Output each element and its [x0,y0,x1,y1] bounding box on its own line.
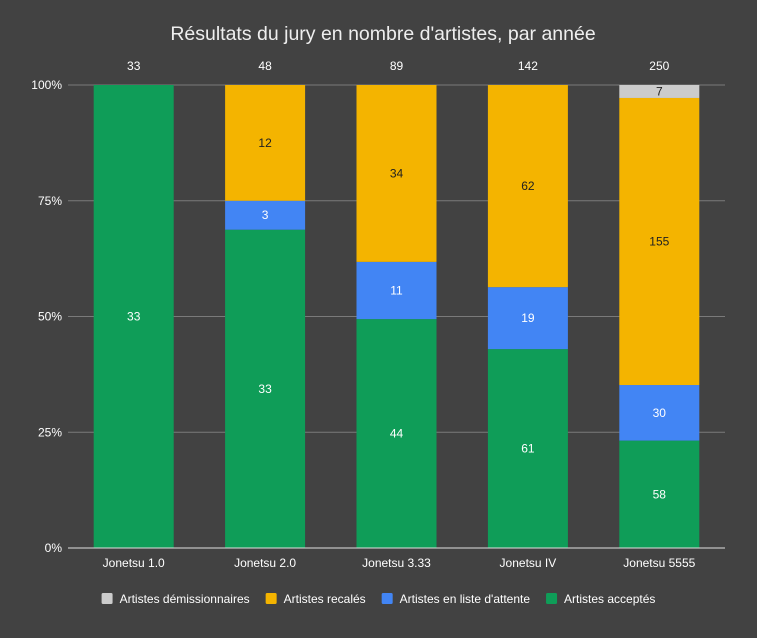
x-tick-label: Jonetsu 5555 [623,556,695,570]
y-tick-label: 100% [31,78,62,92]
data-label: 3 [262,208,269,222]
y-axis-ticks: 0% 25% 50% 75% 100% [31,78,62,555]
legend-entry: Artistes en liste d'attente [400,592,531,606]
data-label: 33 [127,310,141,324]
data-label: 7 [656,84,663,98]
bar-segment [225,229,306,548]
data-label: 44 [390,427,404,441]
bar-segment [619,440,700,548]
bar-segment [93,85,174,548]
bar-segment [487,349,568,548]
bar-total-label: 48 [258,59,272,73]
data-label: 58 [653,487,667,501]
bar-segment [487,85,568,288]
legend-swatch [101,593,113,604]
y-tick-label: 0% [45,541,63,555]
y-tick-label: 75% [38,194,62,208]
data-label: 34 [390,166,404,180]
bar-segment [619,385,700,441]
chart-title: Résultats du jury en nombre d'artistes, … [170,23,595,45]
bar-total-label: 250 [649,59,669,73]
bar-segment [619,97,700,386]
legend: Artistes démissionnaires Artistes recalés… [101,592,655,606]
bar-segment [487,287,568,350]
bar-segment [356,85,437,262]
bar-total-label: 89 [390,59,404,73]
legend-entry: Artistes démissionnaires [120,592,250,606]
data-label: 61 [521,442,535,456]
bar-segment [225,200,306,230]
x-axis-ticks: Jonetsu 1.0 Jonetsu 2.0 Jonetsu 3.33 Jonets… [103,556,696,570]
data-label: 19 [521,311,535,325]
data-label: 11 [390,283,403,297]
bar-segment [619,85,700,98]
bar-segment [356,319,437,548]
x-tick-label: Jonetsu 2.0 [234,556,296,570]
bar-total-label: 142 [518,59,538,73]
legend-entry: Artistes acceptés [564,592,655,606]
x-tick-label: Jonetsu 3.33 [362,556,431,570]
bar-segment [356,261,437,320]
y-tick-label: 50% [38,310,62,324]
bar-total-label: 33 [127,59,141,73]
x-tick-label: Jonetsu 1.0 [103,556,165,570]
data-label: 30 [653,406,667,420]
x-tick-label: Jonetsu IV [500,556,557,570]
data-label: 12 [258,136,272,150]
bar-totals: 33 48 89 142 250 [127,59,670,73]
y-tick-label: 25% [38,425,62,439]
legend-entry: Artistes recalés [284,592,366,606]
legend-swatch [381,593,393,604]
bars [93,85,700,548]
data-label: 33 [258,382,272,396]
data-label: 62 [521,179,535,193]
bar-segment [225,85,306,201]
data-label: 155 [649,234,669,248]
legend-swatch [546,593,558,604]
legend-swatch [265,593,277,604]
